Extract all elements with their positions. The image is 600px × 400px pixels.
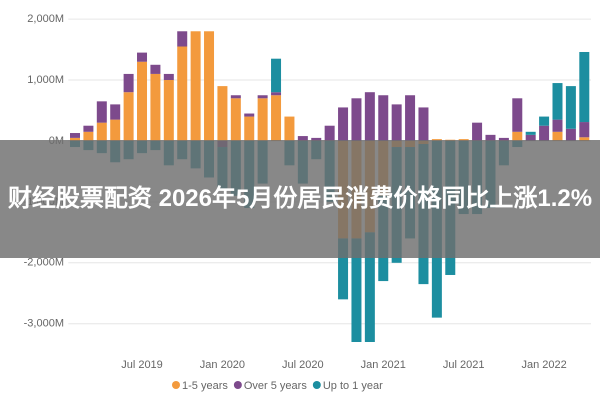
legend-marker bbox=[233, 381, 242, 389]
bar bbox=[123, 92, 134, 141]
bar bbox=[163, 80, 174, 141]
bar bbox=[83, 125, 94, 132]
bar bbox=[512, 131, 523, 141]
x-tick-label: Jul 2021 bbox=[443, 359, 485, 371]
bar bbox=[391, 104, 402, 141]
bar bbox=[579, 122, 590, 138]
legend-label: Up to 1 year bbox=[323, 380, 383, 392]
bar bbox=[70, 133, 81, 138]
banner-text: 财经股票配资 2026年5月份居民消费价格同比上涨1.2% bbox=[7, 185, 593, 212]
bar bbox=[297, 136, 308, 141]
bar bbox=[311, 137, 322, 141]
x-tick-label: Jan 2021 bbox=[361, 359, 406, 371]
bar bbox=[257, 95, 268, 99]
bar bbox=[405, 95, 416, 141]
bar bbox=[70, 137, 81, 141]
bar bbox=[418, 107, 429, 141]
bar bbox=[190, 31, 201, 141]
legend-marker bbox=[312, 381, 321, 389]
bar bbox=[498, 137, 509, 141]
y-tick-label: 2,000M bbox=[27, 13, 64, 25]
legend-marker bbox=[172, 381, 180, 389]
bar bbox=[338, 107, 349, 141]
bar bbox=[552, 131, 563, 141]
bar bbox=[565, 128, 576, 141]
bar bbox=[364, 232, 375, 342]
bar bbox=[539, 125, 550, 141]
bar bbox=[217, 86, 228, 141]
bar bbox=[539, 116, 550, 126]
bar bbox=[230, 95, 241, 99]
bar bbox=[110, 119, 121, 141]
bar bbox=[96, 101, 107, 123]
bar bbox=[485, 134, 496, 141]
bar bbox=[512, 98, 523, 132]
bar bbox=[83, 131, 94, 141]
bar bbox=[177, 31, 188, 47]
bar bbox=[351, 238, 362, 342]
banner: 财经股票配资 2026年5月份居民消费价格同比上涨1.2% bbox=[0, 140, 600, 258]
bar bbox=[137, 61, 148, 141]
bar bbox=[123, 73, 134, 93]
legend-label: 1-5 years bbox=[182, 380, 228, 392]
y-tick-label: -2,000M bbox=[24, 257, 64, 269]
bar bbox=[150, 64, 161, 74]
bar bbox=[552, 119, 563, 132]
bar bbox=[525, 134, 536, 141]
bar bbox=[324, 125, 335, 141]
bar bbox=[271, 95, 282, 141]
bar bbox=[525, 131, 536, 135]
bar bbox=[552, 83, 563, 120]
bar bbox=[351, 98, 362, 141]
bar bbox=[110, 104, 121, 120]
bar bbox=[579, 137, 590, 141]
x-tick-label: Jul 2020 bbox=[282, 359, 324, 371]
bar bbox=[257, 98, 268, 141]
bar bbox=[230, 98, 241, 141]
bar bbox=[284, 116, 295, 141]
bar bbox=[244, 116, 255, 141]
bar bbox=[364, 92, 375, 141]
y-tick-label: -3,000M bbox=[24, 318, 64, 330]
y-tick-label: 1,000M bbox=[27, 74, 64, 86]
bar bbox=[579, 51, 590, 123]
bar bbox=[163, 73, 174, 81]
bar bbox=[204, 31, 215, 141]
bar bbox=[472, 122, 483, 141]
bar bbox=[378, 95, 389, 141]
x-tick-label: Jul 2019 bbox=[121, 359, 163, 371]
bar bbox=[565, 86, 576, 129]
bar bbox=[177, 46, 188, 141]
bar bbox=[96, 122, 107, 141]
bar bbox=[150, 73, 161, 141]
bar bbox=[338, 238, 349, 300]
x-tick-label: Jan 2022 bbox=[521, 359, 566, 371]
bar bbox=[271, 58, 282, 93]
legend-label: Over 5 years bbox=[244, 380, 307, 392]
bar bbox=[244, 113, 255, 117]
bar bbox=[137, 52, 148, 62]
bar bbox=[271, 92, 282, 96]
x-tick-label: Jan 2020 bbox=[200, 359, 245, 371]
